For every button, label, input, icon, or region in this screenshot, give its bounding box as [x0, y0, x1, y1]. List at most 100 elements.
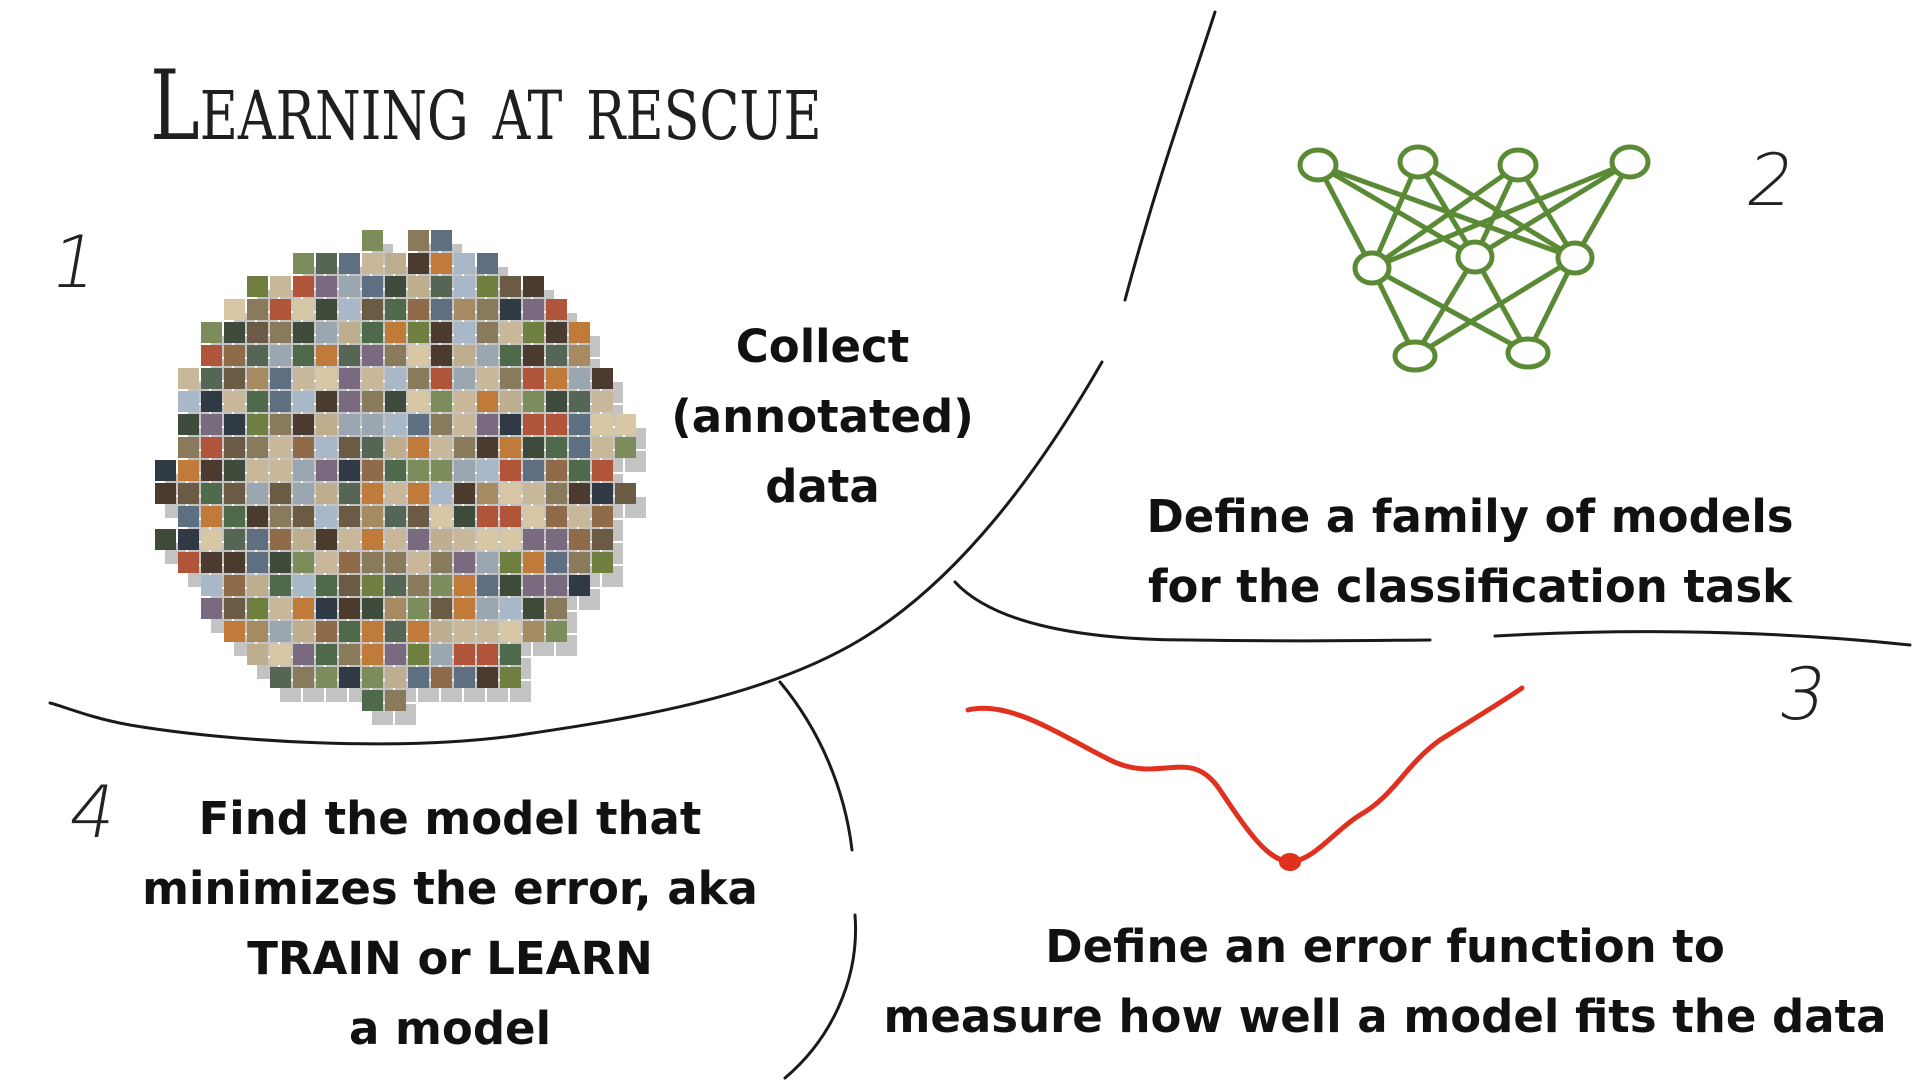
mosaic-tile: [178, 529, 199, 550]
mosaic-tile: [201, 345, 222, 366]
mosaic-tile: [454, 506, 475, 527]
mosaic-tile: [408, 230, 429, 251]
mosaic-tile: [155, 460, 176, 481]
mosaic-tile: [247, 276, 268, 297]
mosaic-tile: [431, 414, 452, 435]
mosaic-tile: [293, 437, 314, 458]
mosaic-tile: [454, 276, 475, 297]
mosaic-tile: [362, 506, 383, 527]
mosaic-tile: [477, 575, 498, 596]
mosaic-tile: [247, 437, 268, 458]
mosaic-tile: [546, 368, 567, 389]
mosaic-tile: [385, 391, 406, 412]
mosaic-tile: [477, 391, 498, 412]
mosaic-tile: [362, 368, 383, 389]
mosaic-tile: [477, 529, 498, 550]
mosaic-tile: [546, 529, 567, 550]
mosaic-tile: [224, 552, 245, 573]
step-4-text: Find the model that minimizes the error,…: [130, 784, 770, 1064]
mosaic-tile: [224, 414, 245, 435]
mosaic-tile: [569, 368, 590, 389]
mosaic-tile: [592, 414, 613, 435]
mosaic-tile: [523, 276, 544, 297]
mosaic-tile: [339, 276, 360, 297]
mosaic-tile: [178, 391, 199, 412]
network-node: [1609, 144, 1651, 180]
mosaic-tile: [546, 598, 567, 619]
mosaic-tile: [592, 460, 613, 481]
mosaic-tile: [408, 644, 429, 665]
mosaic-tile: [454, 345, 475, 366]
mosaic-tile: [178, 483, 199, 504]
mosaic-tile: [454, 391, 475, 412]
mosaic-tile: [431, 644, 452, 665]
mosaic-tile: [454, 460, 475, 481]
mosaic-tile: [546, 345, 567, 366]
mosaic-tile: [592, 483, 613, 504]
mosaic-tile: [523, 529, 544, 550]
mosaic-tile: [293, 322, 314, 343]
mosaic-tile: [546, 460, 567, 481]
mosaic-tile: [247, 644, 268, 665]
step-1-line: Collect: [735, 320, 910, 373]
mosaic-tile: [247, 368, 268, 389]
mosaic-tile: [431, 368, 452, 389]
mosaic-tile: [592, 552, 613, 573]
mosaic-tile: [224, 575, 245, 596]
mosaic-tile: [408, 345, 429, 366]
mosaic-tile: [247, 552, 268, 573]
step-1-text: Collect (annotated) data: [640, 312, 1005, 522]
mosaic-tile: [500, 299, 521, 320]
mosaic-tile: [293, 575, 314, 596]
mosaic-tile: [339, 460, 360, 481]
mosaic-tile: [477, 299, 498, 320]
mosaic-tile: [569, 437, 590, 458]
mosaic-tile: [339, 598, 360, 619]
mosaic-tile: [178, 552, 199, 573]
mosaic-tile: [477, 345, 498, 366]
mosaic-tile: [546, 621, 567, 642]
divider-right-horizontal: [953, 580, 1912, 647]
mosaic-tile: [270, 460, 291, 481]
mosaic-tile: [385, 506, 406, 527]
mosaic-tile: [477, 621, 498, 642]
mosaic-tile: [339, 506, 360, 527]
mosaic-tile: [201, 529, 222, 550]
mosaic-tile: [247, 506, 268, 527]
mosaic-tile: [201, 391, 222, 412]
network-edge: [1315, 162, 1375, 271]
mosaic-tile: [431, 483, 452, 504]
mosaic-tile: [201, 598, 222, 619]
mosaic-tile: [385, 276, 406, 297]
mosaic-tile: [362, 690, 383, 711]
mosaic-tile: [362, 460, 383, 481]
mosaic-tile: [362, 391, 383, 412]
mosaic-tile: [569, 391, 590, 412]
mosaic-tile: [339, 529, 360, 550]
mosaic-tile: [477, 667, 498, 688]
network-edge: [1412, 254, 1478, 359]
mosaic-tile: [362, 667, 383, 688]
mosaic-tile: [247, 460, 268, 481]
mosaic-tile: [408, 276, 429, 297]
mosaic-tile: [339, 322, 360, 343]
mosaic-tile: [247, 299, 268, 320]
mosaic-tile: [477, 483, 498, 504]
divider-bottom-vertical: [778, 680, 858, 1080]
mosaic-tile: [247, 391, 268, 412]
mosaic-tile: [454, 598, 475, 619]
mosaic-tile: [408, 529, 429, 550]
mosaic-tile: [592, 529, 613, 550]
mosaic-tile: [362, 253, 383, 274]
mosaic-tile: [362, 322, 383, 343]
step-4-line: minimizes the error, aka: [142, 862, 758, 915]
mosaic-tile: [523, 460, 544, 481]
network-edge: [1412, 255, 1578, 359]
mosaic-tile: [477, 506, 498, 527]
mosaic-tile: [592, 391, 613, 412]
mosaic-tile: [385, 690, 406, 711]
mosaic-tile: [477, 253, 498, 274]
mosaic-tile: [270, 368, 291, 389]
